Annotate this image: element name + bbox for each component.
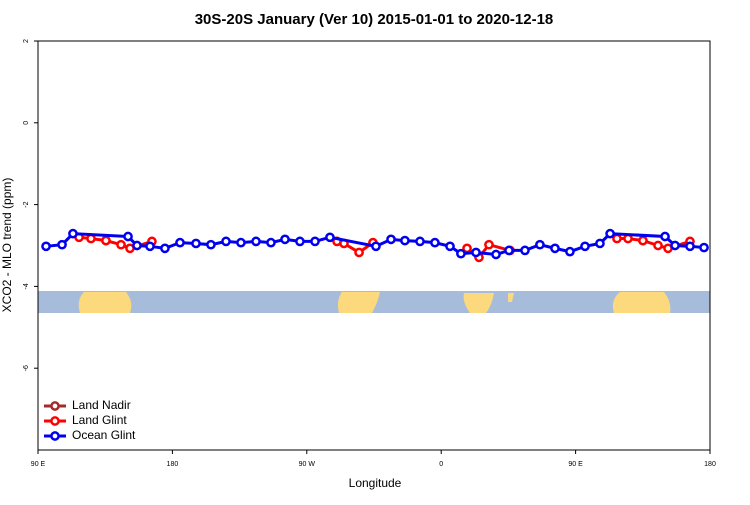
legend-label: Land Glint [72, 413, 127, 427]
chart-title: 30S-20S January (Ver 10) 2015-01-01 to 2… [195, 11, 554, 28]
series-point [41, 241, 51, 252]
series-point [699, 242, 709, 253]
series-point [175, 237, 185, 248]
legend-label: Land Nadir [72, 398, 131, 412]
x-tick-label: 0 [439, 461, 443, 468]
series-point [471, 247, 481, 258]
series-point [354, 247, 364, 258]
y-tick-label: -4 [23, 283, 30, 289]
series-point [68, 228, 78, 239]
series-point [653, 240, 663, 251]
series-point [221, 236, 231, 247]
series-point [295, 236, 305, 247]
series-point [251, 236, 261, 247]
y-axis-label: XCO2 - MLO trend (ppm) [0, 178, 14, 313]
y-tick-label: 0 [23, 121, 30, 125]
series-point [565, 246, 575, 257]
series-line [78, 235, 691, 260]
series-point [670, 240, 680, 251]
series-point [520, 245, 530, 256]
x-tick-label: 180 [167, 461, 179, 468]
series-point [535, 239, 545, 250]
series-point [191, 238, 201, 249]
x-tick-label: 90 E [568, 461, 583, 468]
series-point [57, 239, 67, 250]
series-point [612, 233, 622, 244]
series-point [101, 235, 111, 246]
y-tick-label: -2 [23, 201, 30, 207]
series-point [638, 235, 648, 246]
x-tick-label: 90 E [31, 461, 46, 468]
series-point [236, 237, 246, 248]
series-point [580, 241, 590, 252]
legend-marker [50, 431, 60, 441]
series-point [400, 235, 410, 246]
series-point [160, 243, 170, 254]
series-point [371, 241, 381, 252]
series-point [484, 239, 494, 250]
series-point [132, 240, 142, 251]
series-point [310, 236, 320, 247]
series-point [386, 234, 396, 245]
series-point [206, 239, 216, 250]
series-point [430, 237, 440, 248]
series-point [145, 241, 155, 252]
series-point [445, 241, 455, 252]
y-tick-label: 2 [23, 39, 30, 43]
series-point [456, 248, 466, 259]
legend-label: Ocean Glint [72, 428, 136, 442]
series-point [266, 237, 276, 248]
series-point [415, 236, 425, 247]
series-point [123, 231, 133, 242]
x-tick-label: 90 W [299, 461, 316, 468]
series-point [685, 241, 695, 252]
legend-marker [50, 401, 60, 411]
map-band [38, 291, 710, 313]
series-point [550, 243, 560, 254]
y-tick-label: -6 [23, 365, 30, 371]
series-point [504, 245, 514, 256]
plot-frame [37, 40, 711, 451]
series-point [595, 238, 605, 249]
series-point [325, 232, 335, 243]
legend-marker [50, 416, 60, 426]
x-axis-label: Longitude [349, 476, 402, 490]
series-point [116, 239, 126, 250]
series-point [280, 234, 290, 245]
series-point [491, 249, 501, 260]
series-point [660, 231, 670, 242]
series-point [605, 228, 615, 239]
x-tick-label: 180 [704, 461, 716, 468]
